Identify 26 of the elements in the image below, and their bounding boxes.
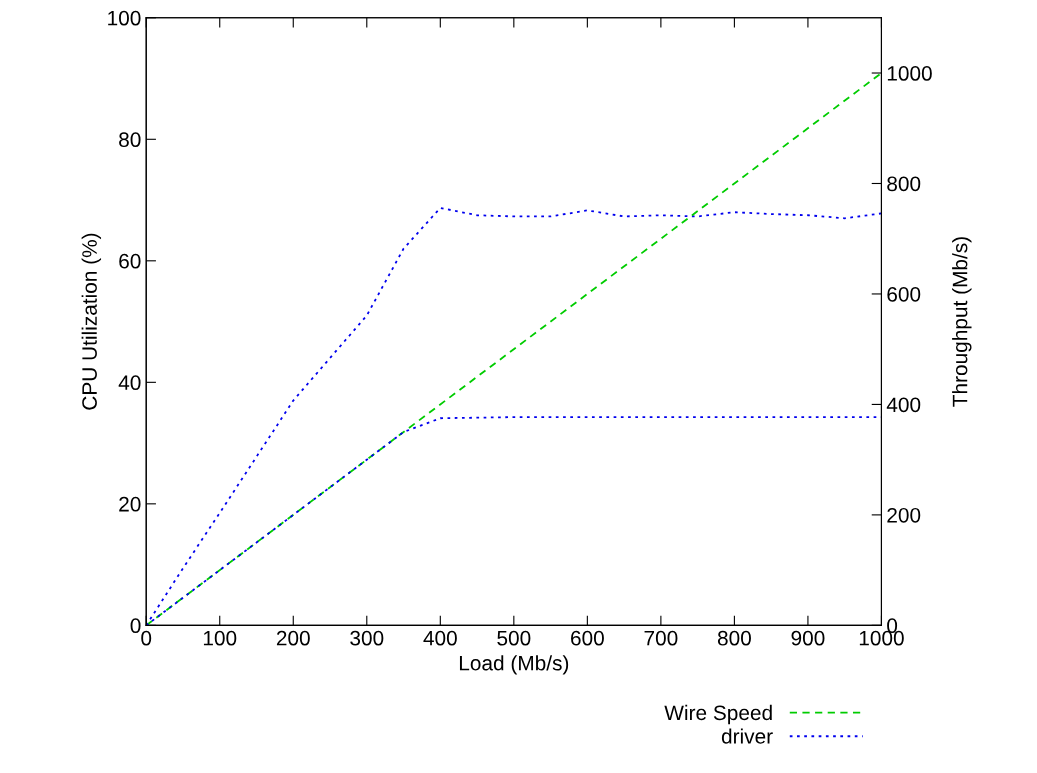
y-tick-label: 60 [119,253,141,269]
y-tick-label: 80 [119,132,141,148]
x-tick-label: 0 [141,630,152,646]
x-tick-label: 200 [276,630,310,646]
x-tick-label: 600 [571,630,604,646]
x-tick-label: 900 [791,630,825,646]
x-axis-title: Load (Mb/s) [459,655,569,675]
legend-label: Wire Speed [664,704,772,725]
x-tick-label: 300 [350,630,384,646]
x-tick-label: 400 [423,630,457,646]
x-tick-label: 500 [497,630,531,646]
y2-tick-label: 200 [887,507,921,523]
y2-tick-label: 1000 [887,66,932,81]
y2-axis-title: Throughput (Mb/s) [952,237,972,407]
y-axis-title: CPU Utilization (%) [81,233,102,410]
y-tick-label: 20 [119,496,141,512]
y2-tick-label: 800 [887,176,921,192]
x-tick-label: 100 [203,630,237,646]
y2-tick-label: 600 [887,286,921,302]
x-tick-label: 700 [644,630,678,646]
y-tick-label: 0 [130,618,141,634]
y-tick-label: 100 [108,10,141,26]
legend-label: driver [721,728,773,744]
y2-tick-label: 400 [886,397,921,413]
y-tick-label: 40 [118,375,141,391]
x-tick-label: 800 [717,630,751,646]
